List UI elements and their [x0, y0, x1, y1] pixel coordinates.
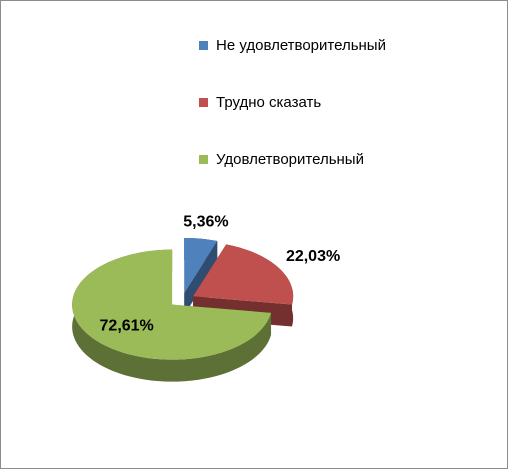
- legend-label: Трудно сказать: [216, 94, 321, 111]
- slice: [184, 237, 218, 293]
- slice: [193, 244, 294, 305]
- data-label: 5,36%: [183, 214, 228, 231]
- legend-swatch: [199, 155, 208, 164]
- data-label: 22,03%: [286, 248, 340, 265]
- legend-swatch: [199, 41, 208, 50]
- legend-label: Не удовлетворительный: [216, 37, 386, 54]
- legend-label: Удовлетворительный: [216, 151, 364, 168]
- data-label: 72,61%: [100, 317, 154, 334]
- legend-swatch: [199, 98, 208, 107]
- slice: [72, 249, 272, 360]
